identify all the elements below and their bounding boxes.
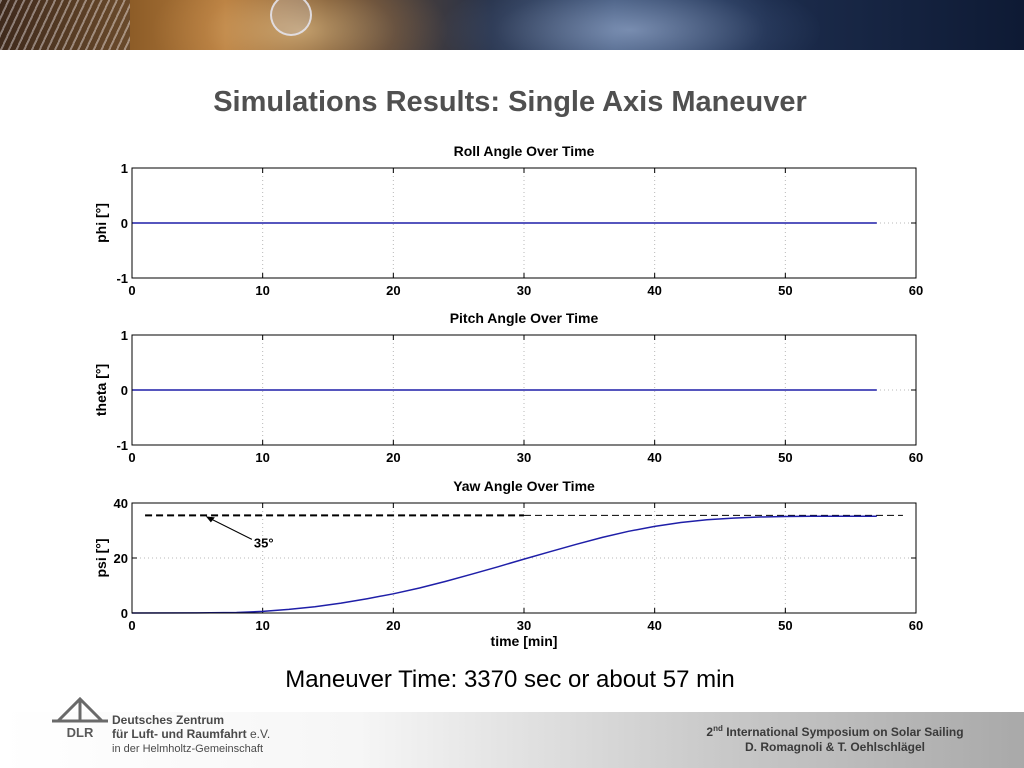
chart-1-x-tick-label: 20 [386, 450, 400, 465]
chart-yaw: 35° 0 10 20 30 40 50 60 0 20 40 Yaw Angle Over Time… [93, 478, 923, 649]
chart-2-ylabel: psi [°] [93, 538, 109, 577]
chart-0-axes-box [131, 167, 917, 279]
dlr-logo-icon: DLR [52, 696, 108, 740]
chart-1-x-tick-label: 40 [647, 450, 661, 465]
chart-0-x-tick-label: 30 [517, 283, 531, 298]
chart-0-x-tick-label: 60 [909, 283, 923, 298]
chart-2-xlabel: time [min] [491, 633, 558, 649]
chart-2-series-line [131, 515, 877, 614]
chart-2-x-tick-label: 50 [778, 618, 792, 633]
conference-rest: International Symposium on Solar Sailing [726, 725, 964, 739]
chart-1-title: Pitch Angle Over Time [450, 310, 599, 326]
footer-bar [0, 712, 1024, 768]
chart-2-x-tick-label: 40 [647, 618, 661, 633]
spacecraft-image [0, 0, 130, 50]
org-name-line2: für Luft- und Raumfahrt e.V. [112, 727, 270, 741]
chart-2-annotation-arrow [207, 516, 253, 540]
chart-1-y-tick-label: 0 [121, 383, 128, 398]
dlr-logo-text: DLR [67, 725, 94, 740]
chart-1-x-tick-label: 30 [517, 450, 531, 465]
nebula-glow [440, 0, 820, 50]
chart-0-x-tick-label: 10 [255, 283, 269, 298]
header-banner [0, 0, 1024, 50]
conference-ordinal-suffix: nd [713, 724, 723, 733]
antenna-dish-image [270, 0, 312, 36]
chart-2-y-tick-label: 20 [114, 551, 128, 566]
chart-1-y-tick-label: 1 [121, 328, 128, 343]
chart-0-x-tick-label: 20 [386, 283, 400, 298]
conference-name: 2nd International Symposium on Solar Sai… [640, 724, 1024, 739]
slide-title: Simulations Results: Single Axis Maneuve… [213, 86, 807, 118]
chart-1-x-tick-label: 0 [128, 450, 135, 465]
maneuver-time-caption: Maneuver Time: 3370 sec or about 57 min [285, 666, 735, 693]
chart-2-x-tick-label: 60 [909, 618, 923, 633]
chart-2-x-tick-label: 30 [517, 618, 531, 633]
org-name-line2-main: für Luft- und Raumfahrt [112, 727, 247, 741]
chart-2-axes-box [131, 502, 917, 614]
chart-2-title: Yaw Angle Over Time [453, 478, 595, 494]
chart-0-x-tick-label: 40 [647, 283, 661, 298]
org-name-line3: in der Helmholtz-Gemeinschaft [112, 743, 264, 755]
chart-2-x-tick-label: 0 [128, 618, 135, 633]
chart-0-x-tick-label: 50 [778, 283, 792, 298]
chart-1-ylabel: theta [°] [93, 364, 109, 416]
chart-2-y-tick-label: 40 [114, 496, 128, 511]
chart-1-x-tick-label: 60 [909, 450, 923, 465]
org-name-suffix: e.V. [250, 727, 271, 741]
chart-0-ylabel: phi [°] [93, 203, 109, 243]
chart-0-x-tick-label: 0 [128, 283, 135, 298]
chart-0-y-tick-label: -1 [116, 271, 128, 286]
chart-2-y-tick-label: 0 [121, 606, 128, 621]
chart-0-title: Roll Angle Over Time [454, 143, 595, 159]
conference-ordinal: 2 [706, 725, 714, 739]
chart-2-x-tick-label: 10 [255, 618, 269, 633]
chart-2-annotation-arrowhead [205, 516, 215, 523]
chart-0-y-tick-label: 0 [121, 216, 128, 231]
org-name-line1: Deutsches Zentrum [112, 713, 225, 727]
chart-2-x-tick-label: 20 [386, 618, 400, 633]
conference-authors: D. Romagnoli & T. Oehlschlägel [744, 740, 926, 754]
chart-1-x-tick-label: 50 [778, 450, 792, 465]
chart-0-y-tick-label: 1 [121, 161, 128, 176]
chart-1-y-tick-label: -1 [116, 438, 128, 453]
chart-1-axes-box [131, 334, 917, 446]
chart-1-x-tick-label: 10 [255, 450, 269, 465]
chart-2-annotation-label: 35° [254, 535, 274, 550]
